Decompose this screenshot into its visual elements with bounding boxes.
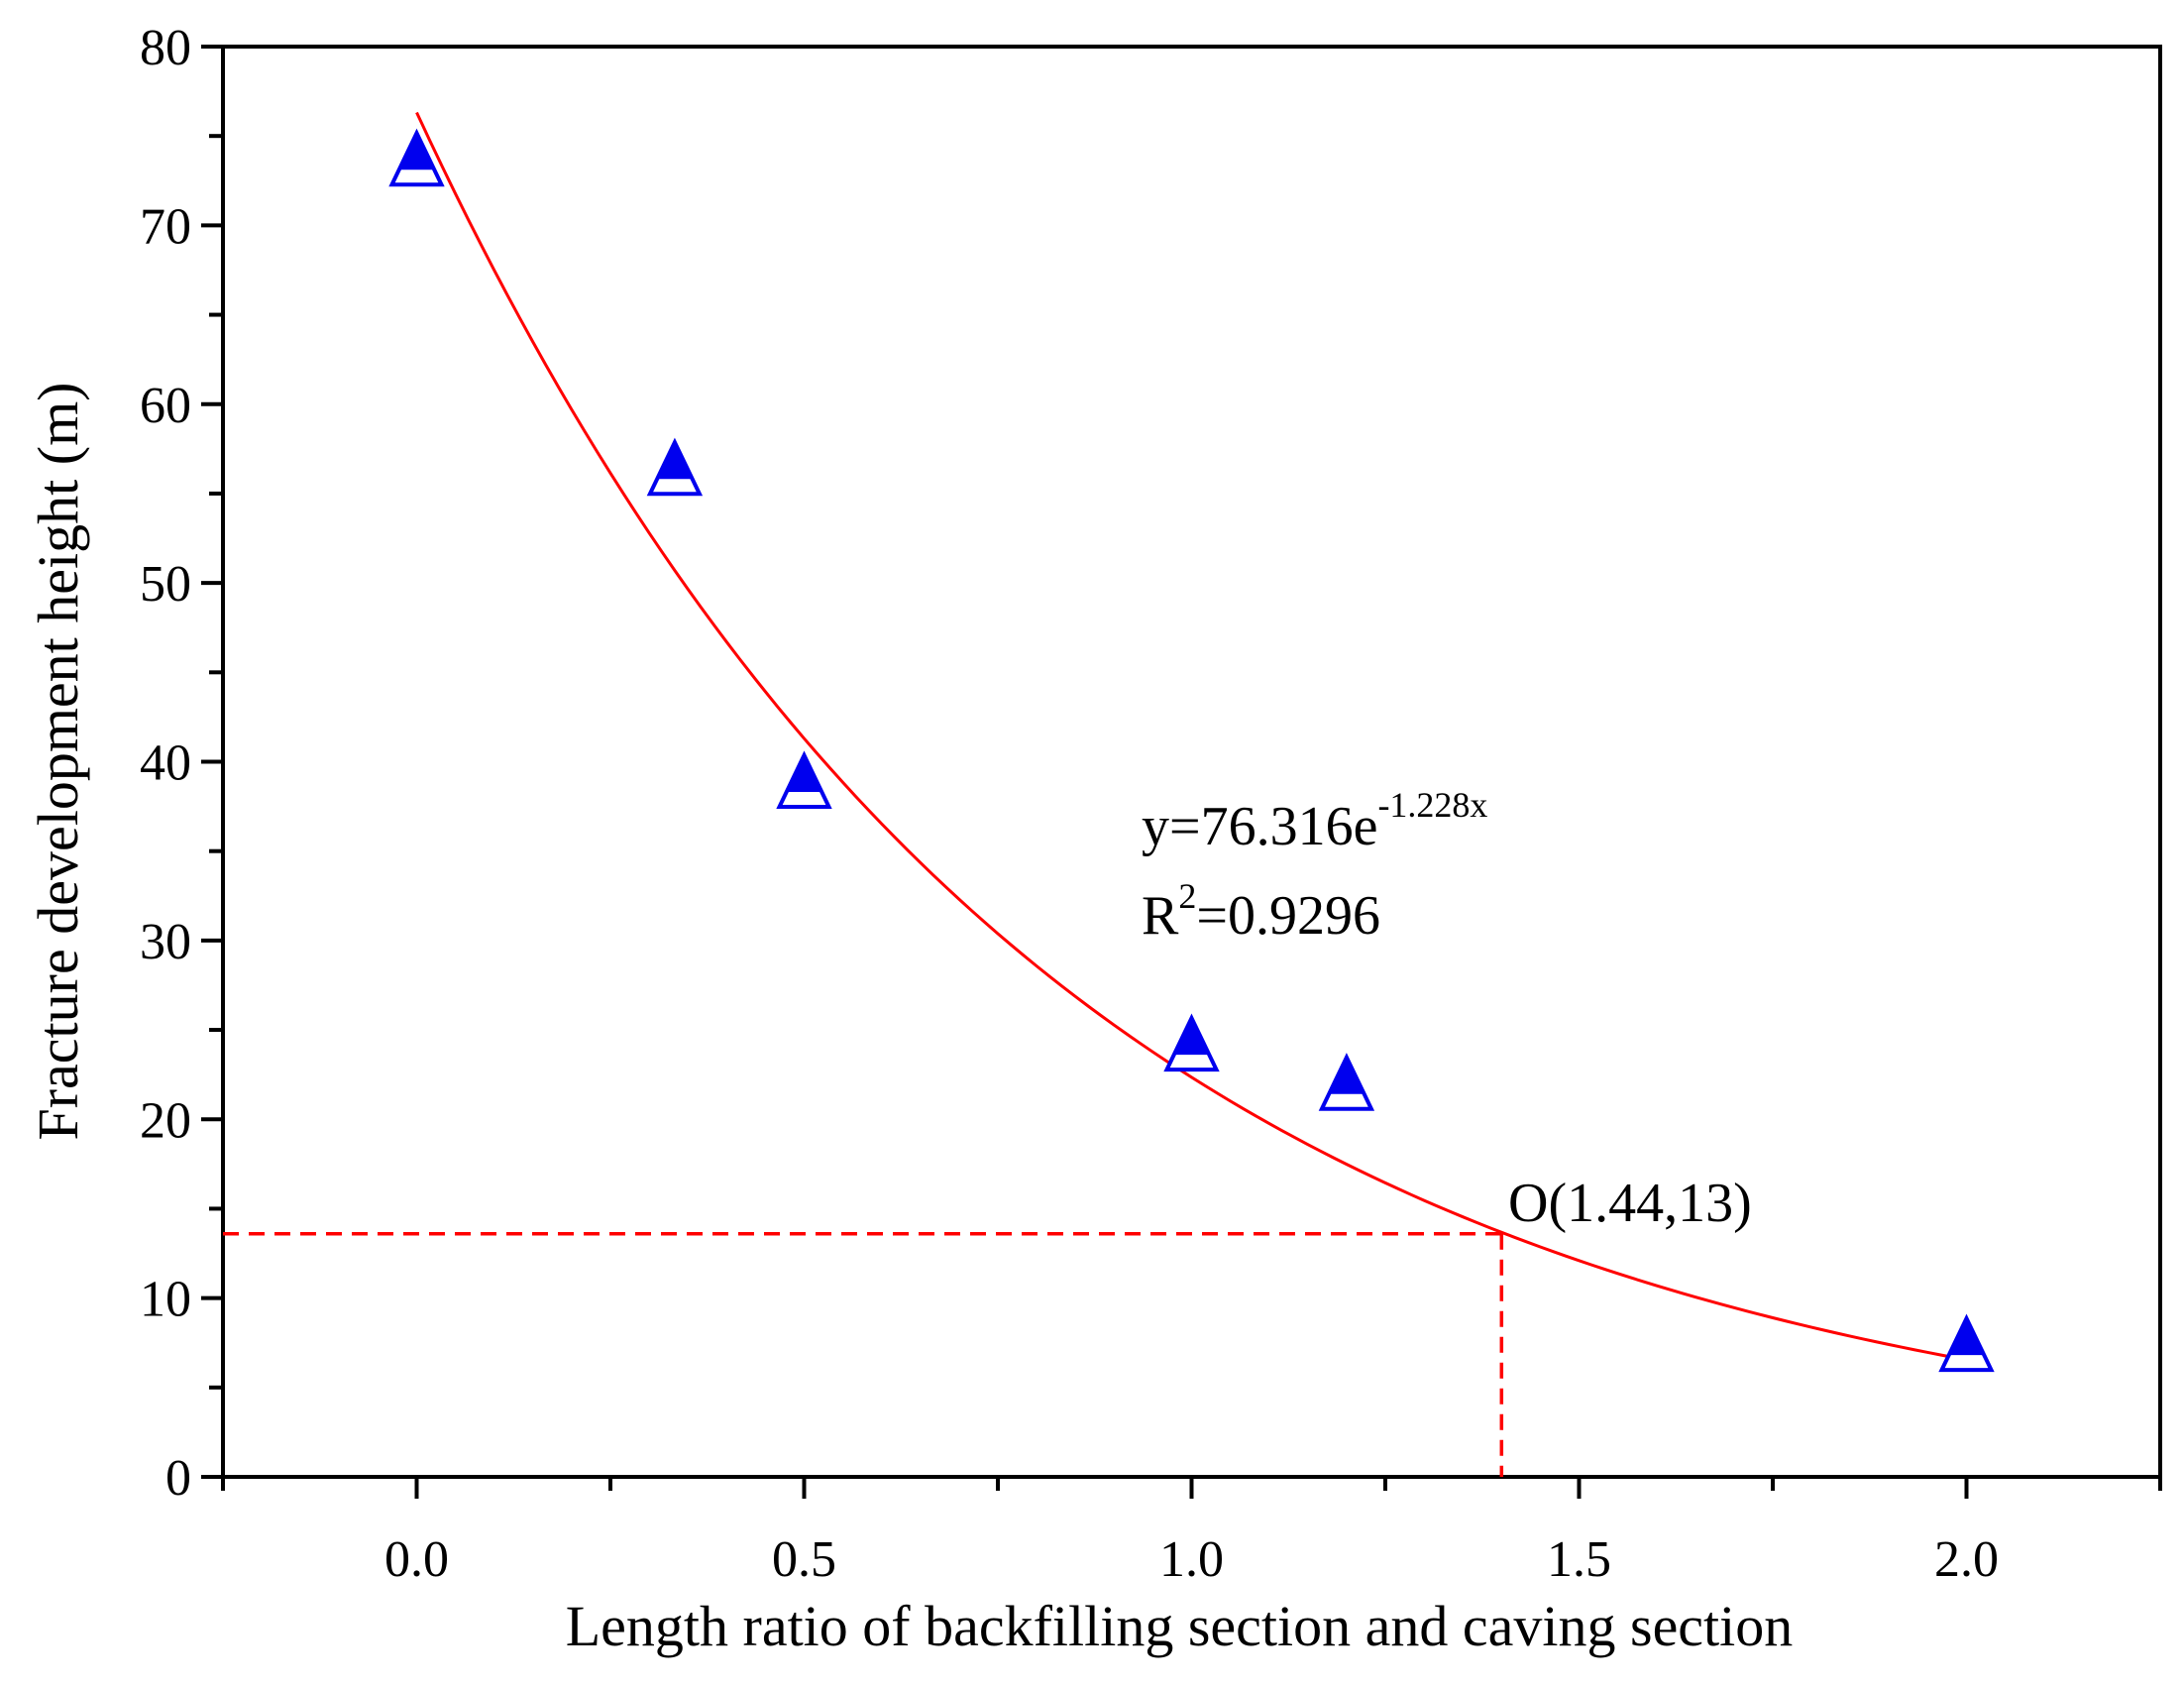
fit-equation-base: y=76.316e: [1142, 796, 1377, 857]
y-tick-label: 80: [140, 20, 191, 76]
r-squared-label: R2=0.9296: [1142, 876, 1380, 947]
data-point-fill: [1947, 1314, 1986, 1356]
x-tick-label: 1.0: [1159, 1531, 1224, 1588]
x-tick-label: 0.0: [384, 1531, 449, 1588]
x-axis-ticks: 0.0 0.5 1.0 1.5 2.0: [221, 1477, 2162, 1588]
fit-curve-group: [415, 111, 1967, 1362]
x-axis-title: Length ratio of backfilling section and …: [566, 1594, 1794, 1658]
y-axis-title: Fracture development height (m): [26, 382, 90, 1140]
reference-lines: [223, 1231, 1504, 1477]
y-axis-ticks: 0 10 20 30 40 50 60 70 80: [140, 20, 223, 1507]
y-tick-label: 10: [140, 1272, 191, 1328]
reference-point-label: O(1.44,13): [1508, 1173, 1752, 1234]
data-point: [1163, 1013, 1220, 1072]
fit-equation: y=76.316e-1.228x: [1142, 785, 1487, 857]
data-point: [1938, 1313, 1995, 1373]
data-point-fill: [1172, 1014, 1211, 1056]
data-point: [1318, 1053, 1375, 1111]
y-tick-label: 30: [140, 914, 191, 970]
r-squared-prefix: R: [1142, 885, 1179, 947]
y-tick-label: 50: [140, 556, 191, 613]
r-squared-sup: 2: [1178, 876, 1196, 916]
data-point-fill: [785, 751, 823, 792]
r-squared-value: =0.9296: [1196, 885, 1380, 947]
data-point-fill: [655, 438, 695, 480]
y-tick-label: 40: [140, 735, 191, 792]
data-point-fill: [397, 129, 436, 170]
data-point: [388, 128, 445, 187]
y-tick-label: 0: [165, 1450, 191, 1507]
y-tick-label: 60: [140, 378, 191, 434]
data-point-fill: [1327, 1054, 1366, 1094]
fit-curve: [415, 111, 1967, 1362]
data-point: [646, 437, 704, 497]
y-tick-label: 20: [140, 1092, 191, 1149]
x-tick-label: 2.0: [1934, 1531, 1999, 1588]
y-tick-label: 70: [140, 198, 191, 255]
plot-frame: [221, 45, 2162, 1479]
fit-equation-exponent: -1.228x: [1377, 785, 1487, 825]
data-markers: [388, 128, 1995, 1373]
x-tick-label: 0.5: [772, 1531, 836, 1588]
x-tick-label: 1.5: [1547, 1531, 1611, 1588]
data-point: [776, 750, 832, 809]
